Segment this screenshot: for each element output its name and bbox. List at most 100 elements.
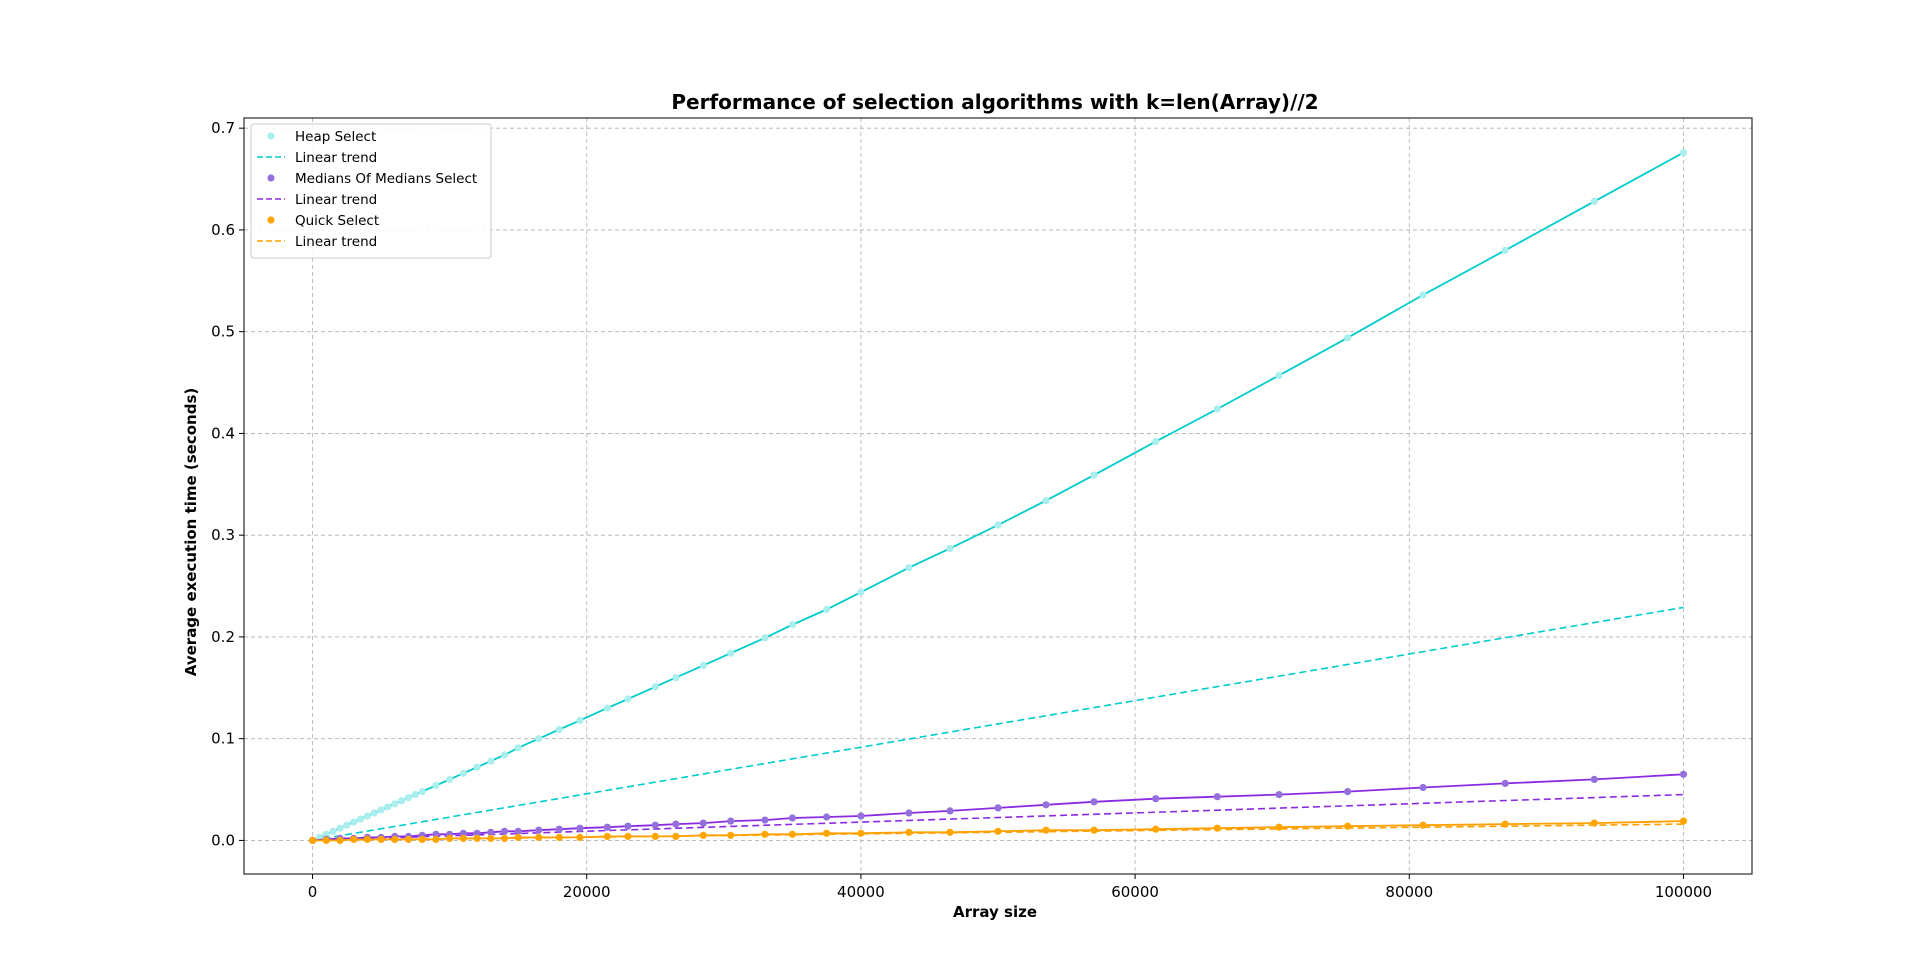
data-point	[1679, 817, 1688, 825]
series-quick-select	[308, 817, 1688, 845]
data-point	[1590, 819, 1598, 827]
data-point	[946, 807, 954, 815]
data-point	[404, 835, 413, 844]
data-point	[473, 834, 481, 843]
data-point	[727, 817, 735, 825]
data-point	[994, 827, 1002, 835]
data-point	[1590, 197, 1598, 205]
data-point	[446, 775, 454, 784]
data-point	[473, 763, 481, 771]
data-point	[857, 829, 865, 837]
data-point	[398, 797, 406, 805]
data-point	[576, 833, 584, 842]
data-point	[329, 827, 337, 835]
x-tick-label: 60000	[1111, 883, 1159, 901]
data-point	[418, 788, 426, 796]
data-point	[391, 800, 399, 808]
data-point	[432, 835, 440, 844]
data-point	[322, 830, 330, 838]
data-point	[535, 833, 543, 842]
data-point	[1090, 471, 1098, 479]
data-point	[823, 813, 831, 821]
data-point	[391, 835, 399, 844]
y-tick-label: 0.3	[211, 526, 235, 544]
x-tick-label: 100000	[1655, 883, 1712, 901]
data-point	[459, 834, 467, 843]
data-point	[576, 716, 584, 725]
data-point	[651, 683, 659, 691]
data-point	[624, 822, 632, 830]
legend-label: Heap Select	[295, 129, 376, 145]
data-point	[857, 588, 865, 596]
data-point	[651, 832, 659, 841]
legend-box	[250, 123, 492, 259]
data-point	[1213, 405, 1221, 413]
data-point	[459, 769, 467, 777]
data-point	[1419, 291, 1427, 299]
data-point	[994, 521, 1002, 529]
x-tick-label: 80000	[1385, 883, 1433, 901]
data-point	[514, 827, 522, 835]
data-point	[603, 704, 611, 712]
data-point	[555, 825, 563, 833]
plot-area-frame	[243, 117, 1753, 875]
data-point	[473, 829, 481, 837]
series-medians-of-medians-select	[308, 770, 1688, 845]
data-point	[1344, 334, 1352, 342]
x-tick-label: 0	[308, 883, 318, 901]
data-point	[1501, 779, 1509, 788]
data-point	[946, 544, 954, 553]
data-point	[514, 833, 522, 842]
data-point	[370, 809, 378, 817]
data-point	[411, 791, 419, 799]
data-point	[823, 829, 831, 837]
data-point	[363, 835, 371, 844]
data-point	[1679, 149, 1688, 157]
data-point	[699, 819, 707, 827]
data-point	[857, 812, 865, 820]
data-point	[823, 605, 831, 614]
data-point	[1213, 824, 1221, 832]
data-point	[727, 831, 735, 839]
data-point	[1152, 825, 1160, 833]
x-axis-label: Array size	[953, 903, 1037, 921]
data-point	[946, 828, 954, 836]
data-point	[350, 835, 358, 844]
legend-label: Medians Of Medians Select	[295, 171, 477, 187]
data-point	[1344, 788, 1352, 796]
data-point	[651, 821, 659, 829]
data-point	[761, 830, 769, 838]
data-point	[404, 794, 413, 802]
data-point	[555, 833, 563, 842]
data-point	[377, 806, 385, 814]
data-point	[1213, 793, 1221, 801]
data-point	[363, 812, 371, 820]
y-tick-label: 0.2	[211, 628, 235, 646]
data-point	[788, 830, 797, 838]
data-point	[699, 831, 707, 839]
data-point	[603, 832, 611, 841]
legend-label: Linear trend	[295, 150, 377, 166]
data-point	[418, 835, 426, 844]
data-point	[336, 824, 344, 832]
series-heap-select	[308, 149, 1688, 845]
data-point	[432, 830, 440, 838]
y-tick-label: 0.7	[211, 119, 235, 137]
grid	[244, 118, 1752, 874]
data-point	[1344, 822, 1352, 830]
data-point	[905, 828, 913, 836]
data-point	[1152, 438, 1160, 446]
y-tick-label: 0.1	[211, 730, 235, 748]
data-point	[446, 834, 454, 843]
data-point	[1501, 246, 1509, 254]
data-point	[1419, 821, 1427, 829]
data-point	[535, 826, 543, 834]
y-tick-label: 0.0	[211, 831, 235, 849]
axes: 0 20000 40000 60000 80000 100000 0.0 0.1 0.2 0.3 0…	[211, 119, 1712, 901]
data-point	[1042, 801, 1050, 809]
legend-label: Quick Select	[295, 213, 379, 229]
y-tick-label: 0.4	[211, 424, 235, 442]
data-point	[308, 836, 317, 845]
